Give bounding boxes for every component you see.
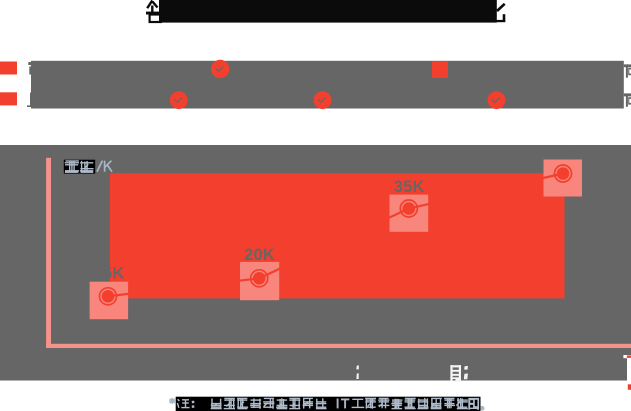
svg-text:20K: 20K — [244, 246, 275, 264]
svg-text:50K: 50K — [548, 143, 579, 161]
svg-text:15K: 15K — [94, 265, 125, 283]
svg-text:35K: 35K — [394, 178, 425, 196]
